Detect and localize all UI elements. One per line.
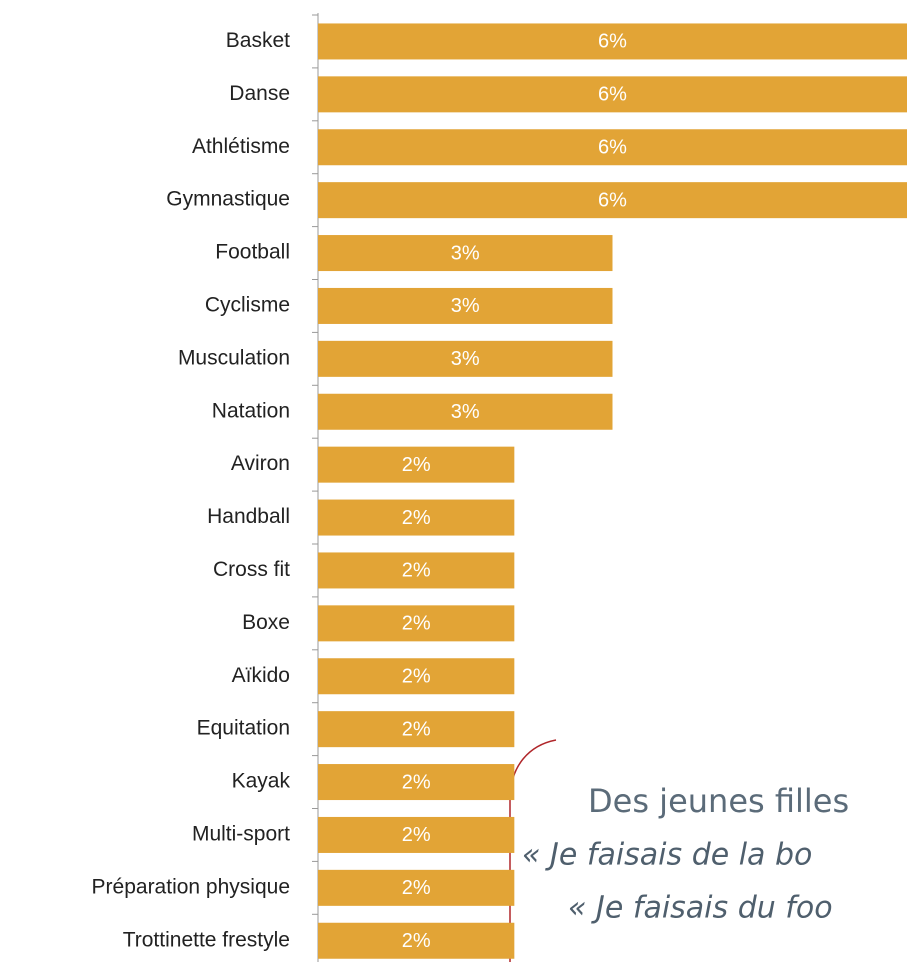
bar — [318, 393, 613, 430]
value-label: 2% — [402, 666, 431, 688]
annotation-quote: « Je faisais de la bo — [522, 838, 812, 873]
category-label: Gymnastique — [166, 188, 290, 211]
value-label: 3% — [451, 348, 480, 370]
category-label: Kayak — [232, 770, 291, 793]
category-label: Cyclisme — [205, 293, 290, 316]
bar — [318, 764, 515, 801]
annotation-heading: Des jeunes filles — [588, 782, 849, 820]
value-label: 3% — [451, 242, 480, 264]
bar — [318, 922, 515, 959]
bar — [318, 711, 515, 748]
value-label: 2% — [402, 560, 431, 582]
bar — [318, 287, 613, 324]
value-label: 6% — [598, 189, 627, 211]
category-label: Boxe — [242, 611, 290, 634]
bar — [318, 129, 907, 166]
category-label: Préparation physique — [92, 875, 290, 898]
value-label: 2% — [402, 613, 431, 635]
value-label: 2% — [402, 454, 431, 476]
value-label: 2% — [402, 824, 431, 846]
category-label: Danse — [229, 82, 290, 105]
category-label: Handball — [207, 505, 290, 528]
category-label: Natation — [212, 399, 290, 422]
value-label: 2% — [402, 507, 431, 529]
category-label: Aviron — [231, 452, 290, 475]
bar — [318, 552, 515, 589]
category-label: Equitation — [197, 717, 290, 740]
bar — [318, 446, 515, 483]
category-label: Aïkido — [232, 664, 290, 687]
category-label: Cross fit — [213, 558, 290, 581]
bar — [318, 235, 613, 272]
category-label: Basket — [226, 29, 290, 52]
category-label: Football — [215, 241, 290, 264]
value-label: 2% — [402, 930, 431, 952]
annotation-quote: « Je faisais du foo — [568, 891, 833, 926]
value-label: 2% — [402, 877, 431, 899]
value-label: 6% — [598, 31, 627, 53]
value-label: 2% — [402, 771, 431, 793]
bar — [318, 869, 515, 906]
bar — [318, 340, 613, 377]
bar — [318, 499, 515, 536]
category-label: Multi-sport — [192, 822, 290, 845]
category-label: Musculation — [178, 346, 290, 369]
bar — [318, 182, 907, 219]
bar — [318, 658, 515, 695]
value-label: 6% — [598, 137, 627, 159]
value-label: 3% — [451, 401, 480, 423]
value-label: 2% — [402, 718, 431, 740]
bar — [318, 605, 515, 642]
bar — [318, 23, 907, 60]
category-label: Trottinette frestyle — [123, 928, 290, 951]
value-label: 6% — [598, 84, 627, 106]
bar — [318, 76, 907, 113]
value-label: 3% — [451, 295, 480, 317]
bar — [318, 816, 515, 853]
category-label: Athlétisme — [192, 135, 290, 158]
